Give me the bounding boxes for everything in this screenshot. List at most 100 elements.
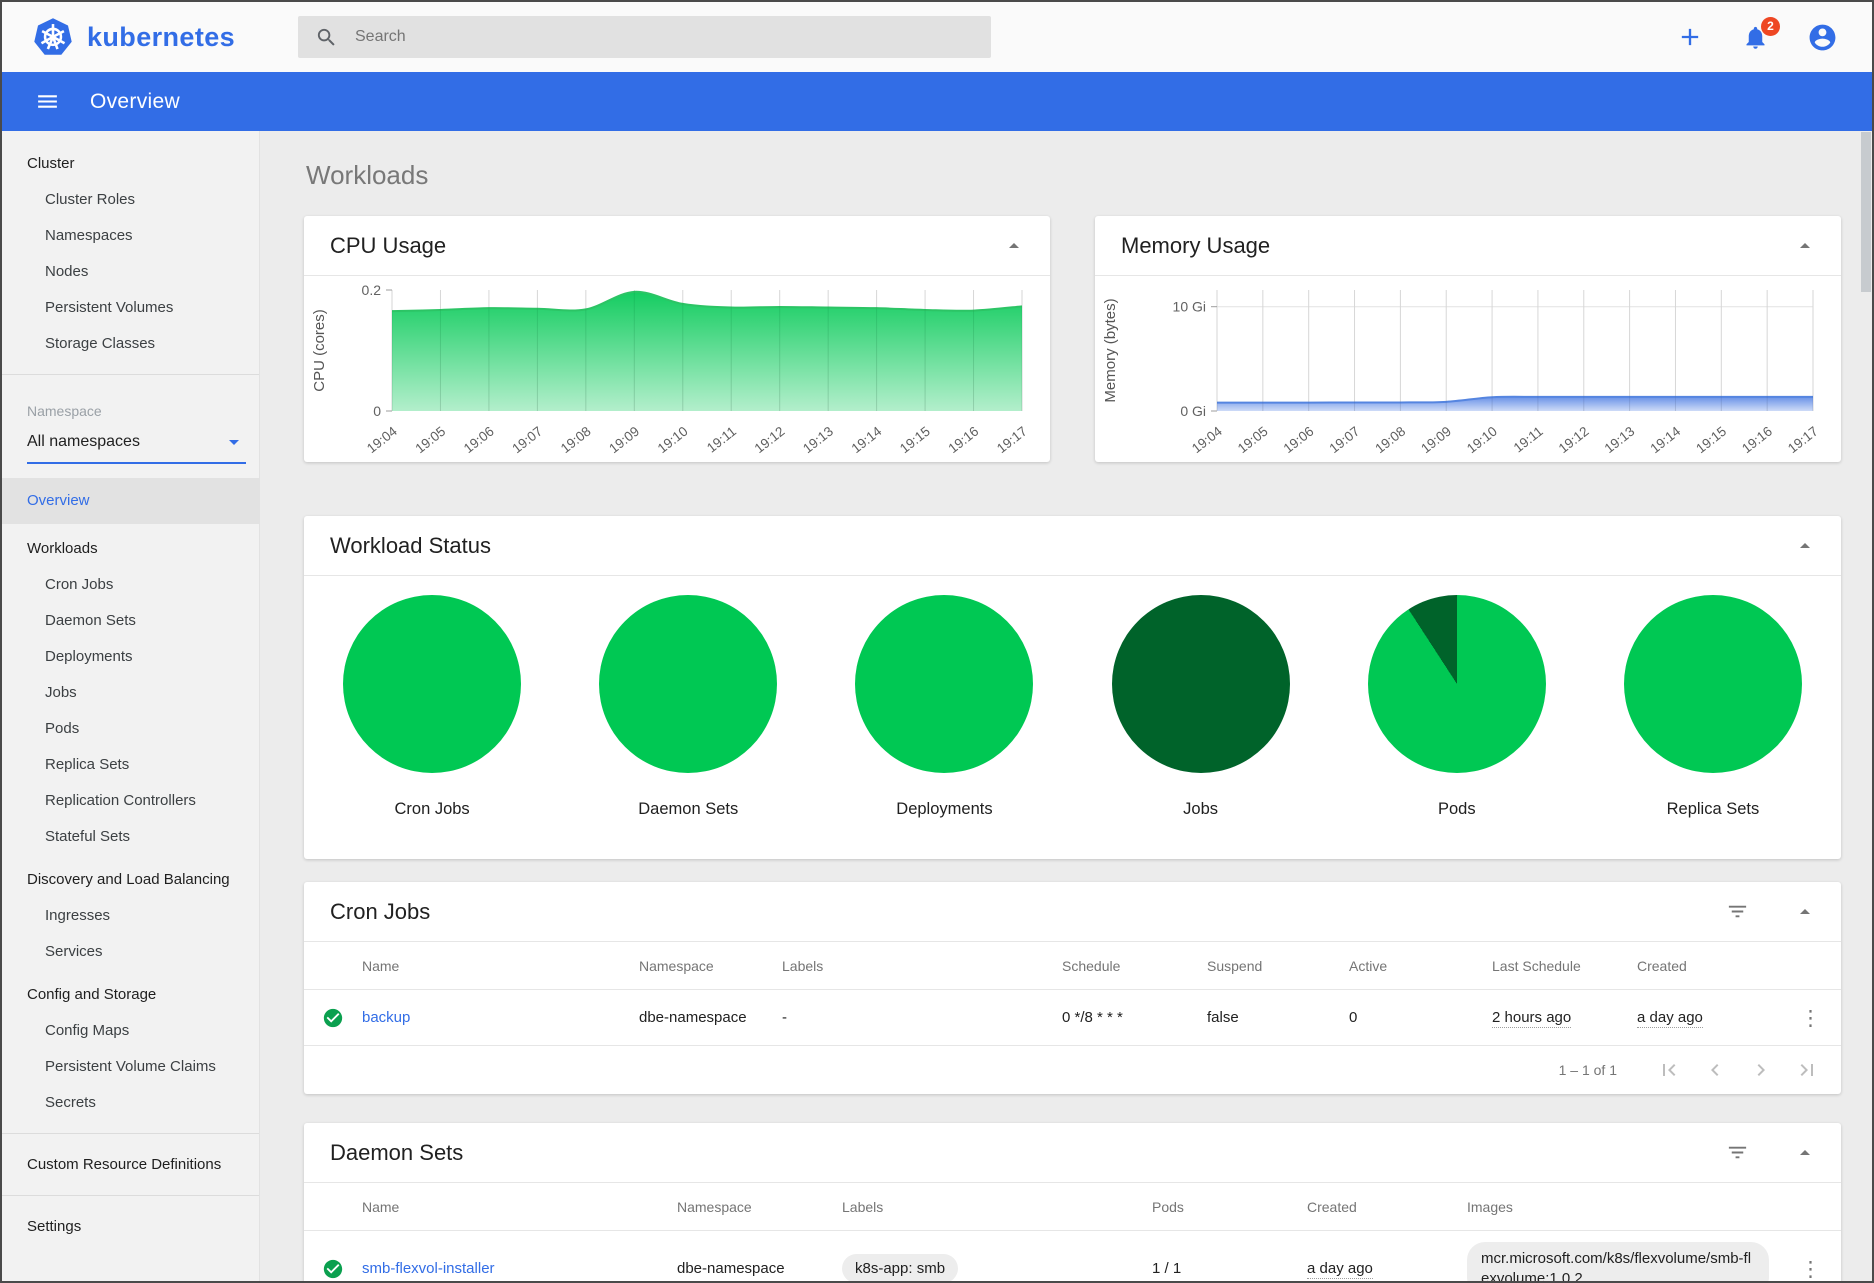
sidebar-item-cron-jobs[interactable]: Cron Jobs bbox=[45, 576, 114, 593]
row-menu-button[interactable]: ⋮ bbox=[1800, 1256, 1821, 1281]
sidebar-divider bbox=[2, 1133, 259, 1134]
table-pagination: 1 – 1 of 1 bbox=[304, 1046, 1841, 1094]
sidebar-item-persistent-volumes[interactable]: Persistent Volumes bbox=[45, 299, 174, 316]
svg-text:19:15: 19:15 bbox=[897, 424, 933, 457]
create-button[interactable] bbox=[1676, 23, 1704, 51]
memory-usage-svg: 10 Gi 0 Gi Memory (bytes) 19:04 19:05 19:06 19… bbox=[1102, 290, 1821, 457]
pagination-nav bbox=[1657, 1058, 1819, 1082]
svg-text:19:17: 19:17 bbox=[994, 424, 1030, 457]
menu-button[interactable] bbox=[35, 89, 60, 114]
sidebar-item-jobs[interactable]: Jobs bbox=[45, 684, 77, 701]
search-input[interactable] bbox=[355, 28, 974, 46]
filter-button[interactable] bbox=[1726, 900, 1749, 923]
svg-text:19:16: 19:16 bbox=[946, 424, 982, 457]
search-bar[interactable] bbox=[298, 16, 991, 58]
cpu-usage-card-header: CPU Usage bbox=[304, 216, 1050, 276]
sidebar-item-stateful-sets[interactable]: Stateful Sets bbox=[45, 828, 131, 845]
svg-text:19:12: 19:12 bbox=[752, 424, 788, 457]
next-page-icon bbox=[1757, 1064, 1765, 1076]
sidebar-item-settings[interactable]: Settings bbox=[27, 1218, 82, 1235]
labels-chip: k8s-app: smb bbox=[842, 1254, 959, 1281]
collapse-button[interactable] bbox=[1002, 234, 1026, 258]
collapse-icon bbox=[1800, 1149, 1810, 1155]
svg-text:19:05: 19:05 bbox=[1235, 424, 1271, 457]
namespace-select[interactable]: All namespaces bbox=[27, 423, 246, 464]
namespace-selected-value: All namespaces bbox=[27, 433, 140, 450]
notification-badge: 2 bbox=[1761, 16, 1780, 36]
name-link[interactable]: backup bbox=[362, 1009, 411, 1026]
sidebar-item-deployments[interactable]: Deployments bbox=[45, 648, 133, 665]
vertical-scrollbar[interactable] bbox=[1860, 131, 1872, 1281]
card-title: Memory Usage bbox=[1121, 232, 1271, 258]
cpu-usage-svg: 0.2 0 CPU (cores) 19:04 19:05 19:06 19:07 19:08… bbox=[311, 282, 1030, 457]
sidebar-item-replication-controllers[interactable]: Replication Controllers bbox=[45, 792, 196, 809]
bell-icon bbox=[1746, 26, 1765, 49]
svg-text:19:15: 19:15 bbox=[1693, 424, 1729, 457]
sidebar-section-config-and-storage[interactable]: Config and Storage bbox=[27, 986, 157, 1003]
collapse-button[interactable] bbox=[1793, 900, 1817, 924]
svg-text:CPU (cores): CPU (cores) bbox=[311, 309, 328, 392]
sidebar-section-workloads[interactable]: Workloads bbox=[27, 540, 98, 557]
last-page-button[interactable] bbox=[1795, 1058, 1819, 1082]
header-actions: 2 bbox=[1676, 2, 1838, 72]
cell-name: smb-flexvol-installer bbox=[362, 1260, 677, 1277]
sidebar-item-namespaces[interactable]: Namespaces bbox=[45, 227, 133, 244]
svg-text:19:13: 19:13 bbox=[1602, 424, 1638, 457]
sidebar-item-services[interactable]: Services bbox=[45, 943, 103, 960]
collapse-button[interactable] bbox=[1793, 1141, 1817, 1165]
collapse-icon bbox=[1800, 908, 1810, 914]
first-page-icon bbox=[1663, 1064, 1676, 1076]
notifications-button[interactable]: 2 bbox=[1742, 16, 1780, 51]
pie-chart-deployments bbox=[855, 595, 1034, 773]
workload-status-replica-sets: Replica Sets bbox=[1585, 595, 1841, 819]
row-menu-button[interactable]: ⋮ bbox=[1800, 1005, 1821, 1030]
app-header: kubernetes 2 bbox=[2, 2, 1872, 72]
sidebar-section-discovery-and-load-balancing[interactable]: Discovery and Load Balancing bbox=[27, 871, 230, 888]
svg-text:19:09: 19:09 bbox=[606, 424, 642, 457]
next-page-button[interactable] bbox=[1749, 1058, 1773, 1082]
svg-text:0.2: 0.2 bbox=[362, 282, 382, 298]
filter-button[interactable] bbox=[1726, 1141, 1749, 1164]
column-header-namespace: Namespace bbox=[677, 1198, 752, 1215]
scrollbar-thumb[interactable] bbox=[1861, 132, 1871, 292]
svg-text:0: 0 bbox=[373, 403, 381, 419]
filter-icon bbox=[1728, 905, 1747, 918]
sidebar-item-overview[interactable]: Overview bbox=[2, 478, 259, 524]
name-link[interactable]: smb-flexvol-installer bbox=[362, 1260, 495, 1277]
svg-text:10 Gi: 10 Gi bbox=[1173, 299, 1206, 315]
prev-page-button[interactable] bbox=[1703, 1058, 1727, 1082]
sidebar-item-secrets[interactable]: Secrets bbox=[45, 1094, 96, 1111]
sidebar-item-daemon-sets[interactable]: Daemon Sets bbox=[45, 612, 136, 629]
status-cell bbox=[304, 1007, 362, 1029]
sidebar-item-persistent-volume-claims[interactable]: Persistent Volume Claims bbox=[45, 1058, 216, 1075]
sidebar-item-ingresses[interactable]: Ingresses bbox=[45, 907, 111, 924]
svg-text:19:13: 19:13 bbox=[800, 424, 836, 457]
pie-chart-daemon-sets bbox=[599, 595, 778, 773]
svg-text:19:05: 19:05 bbox=[412, 424, 448, 457]
sidebar-item-config-maps[interactable]: Config Maps bbox=[45, 1022, 130, 1039]
svg-text:19:09: 19:09 bbox=[1418, 424, 1454, 457]
workload-status-daemon-sets: Daemon Sets bbox=[560, 595, 816, 819]
collapse-button[interactable] bbox=[1793, 234, 1817, 258]
column-header-name: Name bbox=[362, 1198, 400, 1215]
brand[interactable]: kubernetes bbox=[32, 2, 235, 72]
sidebar-item-storage-classes[interactable]: Storage Classes bbox=[45, 335, 156, 352]
page-toolbar: Overview bbox=[2, 72, 1872, 131]
first-page-button[interactable] bbox=[1657, 1058, 1681, 1082]
add-icon bbox=[1681, 28, 1699, 46]
images-chip: mcr.microsoft.com/k8s/flexvolume/smb-fle… bbox=[1467, 1241, 1769, 1281]
memory-usage-card: Memory Usage 10 Gi 0 Gi Memory (bytes) 19:0… bbox=[1095, 216, 1841, 462]
sidebar-item-nodes[interactable]: Nodes bbox=[45, 263, 89, 280]
sidebar-item-pods[interactable]: Pods bbox=[45, 720, 80, 737]
row-menu-cell: ⋮ bbox=[1800, 1006, 1841, 1030]
sidebar-item-cluster-roles[interactable]: Cluster Roles bbox=[45, 191, 136, 208]
column-header-name: Name bbox=[362, 957, 400, 974]
table-row: backup dbe-namespace - 0 */8 * * * false 0 2 h… bbox=[304, 990, 1841, 1046]
sidebar-item-custom-resource-definitions[interactable]: Custom Resource Definitions bbox=[27, 1156, 222, 1173]
sidebar-item-replica-sets[interactable]: Replica Sets bbox=[45, 756, 130, 773]
collapse-button[interactable] bbox=[1793, 534, 1817, 558]
sidebar-section-cluster[interactable]: Cluster bbox=[27, 155, 75, 172]
page-title: Workloads bbox=[306, 160, 429, 190]
user-menu-button[interactable] bbox=[1807, 22, 1838, 53]
filter-icon bbox=[1728, 1146, 1747, 1159]
